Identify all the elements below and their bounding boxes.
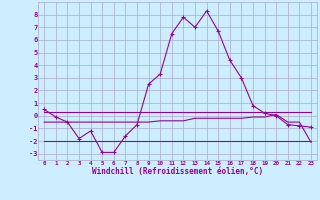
X-axis label: Windchill (Refroidissement éolien,°C): Windchill (Refroidissement éolien,°C): [92, 167, 263, 176]
